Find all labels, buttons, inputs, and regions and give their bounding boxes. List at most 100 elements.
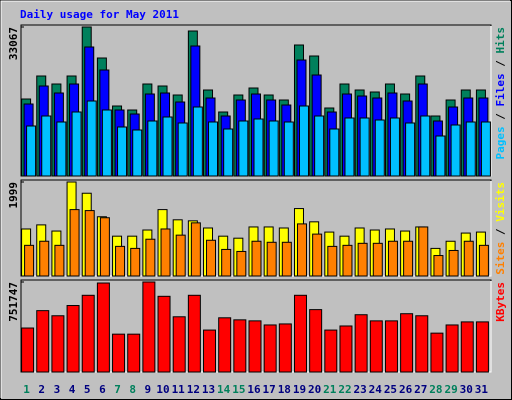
x-tick-label: 19: [293, 383, 306, 396]
bar: [130, 247, 141, 277]
bar: [480, 121, 491, 177]
legend: Pages / Files / Hits: [494, 27, 507, 160]
x-tick-label: 10: [156, 383, 169, 396]
bar: [342, 244, 353, 277]
x-tick-label: 6: [99, 383, 106, 396]
x-tick-label: 12: [187, 383, 200, 396]
x-tick-label: 21: [323, 383, 337, 396]
bar: [463, 240, 474, 277]
bar: [115, 245, 126, 277]
bar: [339, 325, 353, 373]
bar: [51, 315, 65, 373]
x-tick-label: 17: [263, 383, 276, 396]
bar: [263, 324, 277, 373]
bar: [112, 333, 126, 373]
bar: [357, 242, 368, 277]
x-tick-label: 28: [429, 383, 442, 396]
x-tick-label: 31: [475, 383, 489, 396]
bar: [435, 135, 446, 177]
bar: [327, 245, 338, 277]
bar: [71, 111, 82, 177]
bar: [177, 122, 188, 177]
bar: [369, 320, 383, 373]
bar: [142, 281, 156, 373]
bar: [218, 317, 232, 373]
bar: [157, 295, 171, 373]
bar: [24, 244, 35, 277]
bar: [433, 255, 444, 277]
bar: [278, 323, 292, 373]
bar: [283, 121, 294, 177]
bar: [268, 120, 279, 177]
legend-entry: Sites: [494, 242, 507, 275]
bar: [293, 294, 307, 373]
x-tick-label: 26: [399, 383, 413, 396]
bar: [190, 222, 201, 277]
bar: [160, 228, 171, 277]
bar: [26, 125, 37, 177]
bar: [329, 128, 340, 177]
bar: [132, 129, 143, 177]
bar: [39, 240, 50, 277]
bar: [354, 314, 368, 373]
bar: [101, 109, 112, 177]
bar: [445, 324, 459, 373]
x-tick-label: 16: [247, 383, 261, 396]
bar: [21, 327, 35, 373]
legend-entry: Hits: [494, 27, 507, 54]
bar: [359, 117, 370, 177]
bar: [384, 320, 398, 373]
bar: [236, 250, 247, 277]
x-tick-label: 13: [202, 383, 215, 396]
bar: [84, 210, 95, 277]
bar: [298, 105, 309, 177]
bar: [54, 244, 65, 277]
bar: [66, 305, 80, 373]
x-tick-label: 22: [338, 383, 351, 396]
bar: [162, 116, 173, 177]
bar: [296, 223, 307, 277]
legend: Sites / Visits: [494, 182, 507, 275]
bar: [99, 217, 110, 277]
x-tick-label: 18: [278, 383, 291, 396]
bar: [127, 333, 141, 373]
bar: [117, 126, 128, 177]
x-tick-label: 27: [414, 383, 427, 396]
bar: [36, 310, 50, 373]
bar: [253, 118, 264, 177]
bar: [478, 244, 489, 277]
x-tick-label: 23: [354, 383, 367, 396]
bar: [372, 242, 383, 277]
bar: [387, 240, 398, 277]
bar: [145, 238, 156, 277]
x-tick-label: 30: [460, 383, 473, 396]
legend-entry: Files: [494, 73, 507, 106]
legend-separator: /: [494, 222, 507, 242]
y-max-label: 33067: [7, 27, 20, 60]
bar: [403, 240, 414, 277]
bar: [460, 321, 474, 373]
bar: [81, 294, 95, 373]
bar: [69, 209, 80, 277]
bar: [400, 313, 414, 373]
legend-separator: /: [494, 54, 507, 74]
bar: [405, 122, 416, 177]
bar: [248, 320, 262, 373]
bar: [56, 121, 67, 177]
bar: [208, 121, 219, 177]
legend-entry: Pages: [494, 126, 507, 159]
bar: [314, 115, 325, 177]
bar: [41, 115, 52, 177]
x-tick-label: 5: [84, 383, 91, 396]
x-tick-label: 2: [38, 383, 45, 396]
bar: [238, 120, 249, 177]
legend-entry: Visits: [494, 182, 507, 222]
bar: [233, 319, 247, 373]
bar: [450, 124, 461, 177]
bar: [223, 128, 234, 177]
bar: [344, 117, 355, 177]
bar: [309, 309, 323, 373]
x-tick-label: 1: [23, 383, 30, 396]
bar: [206, 239, 217, 277]
